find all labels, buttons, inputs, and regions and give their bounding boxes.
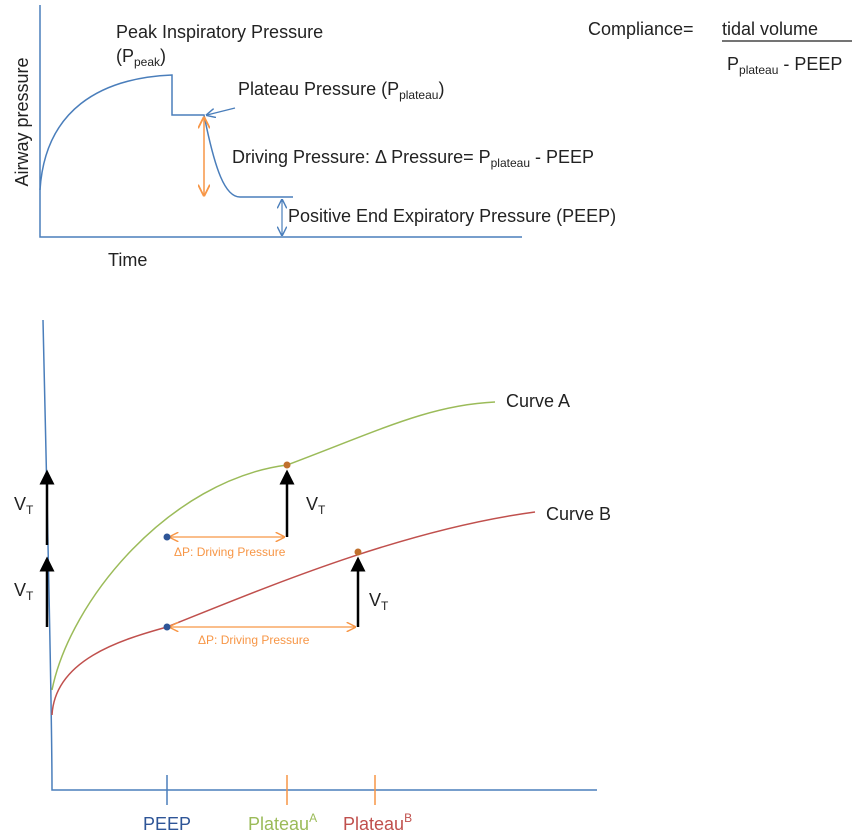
peep-label: Positive End Expiratory Pressure (PEEP): [288, 206, 616, 226]
bottom-panel: Curve A Curve B VT VT VT VT ΔP: Driving …: [14, 319, 611, 834]
axes: [39, 5, 522, 238]
point: [283, 461, 291, 469]
driving-label: Driving Pressure: Δ Pressure= Pplateau - …: [232, 147, 594, 170]
y-axis-label: Airway pressure: [12, 57, 32, 186]
point: [163, 623, 171, 631]
x-label-plateau-b: PlateauB: [343, 811, 412, 834]
x-label-plateau-a: PlateauA: [248, 811, 317, 834]
plateau-label: Plateau Pressure (Pplateau): [238, 79, 444, 102]
pressure-curve: [39, 74, 293, 198]
x-axis-label: Time: [108, 250, 147, 270]
axes: [42, 319, 597, 791]
vt-label: VT: [369, 590, 389, 613]
x-label-peep: PEEP: [143, 814, 191, 834]
curve-b: [51, 511, 536, 716]
curve-a-label: Curve A: [506, 391, 570, 411]
compliance-label: Compliance=: [588, 19, 694, 39]
peak-label: Peak Inspiratory Pressure: [116, 22, 323, 42]
vt-label: VT: [14, 580, 34, 603]
plateau-pointer: [207, 107, 236, 115]
point: [163, 533, 171, 541]
driving-label: ΔP: Driving Pressure: [198, 633, 310, 647]
compliance-denominator: Pplateau - PEEP: [727, 54, 842, 77]
vt-label: VT: [14, 494, 34, 517]
compliance-numerator: tidal volume: [722, 19, 818, 39]
curve-b-label: Curve B: [546, 504, 611, 524]
vt-label: VT: [306, 494, 326, 517]
top-panel: Airway pressure Time Peak Inspiratory Pr…: [12, 5, 852, 270]
point: [354, 548, 362, 556]
curve-a: [51, 401, 496, 691]
peak-symbol: (Ppeak): [116, 46, 166, 69]
driving-label: ΔP: Driving Pressure: [174, 545, 286, 559]
